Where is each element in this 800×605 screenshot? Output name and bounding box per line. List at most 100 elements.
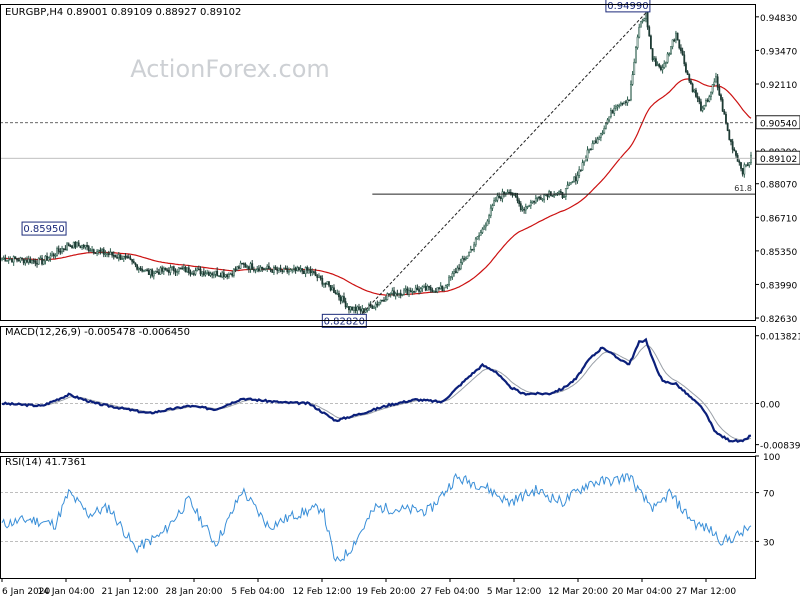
candle-body bbox=[156, 271, 159, 273]
candle-body bbox=[376, 303, 379, 306]
candle-body bbox=[211, 273, 214, 275]
candle-body bbox=[746, 164, 749, 167]
candle-body bbox=[499, 197, 502, 199]
candle-body bbox=[159, 267, 162, 275]
x-tick-label: 5 Mar 12:00 bbox=[487, 587, 542, 597]
candle-body bbox=[384, 299, 387, 302]
candle-body bbox=[426, 286, 429, 291]
candle-body bbox=[394, 293, 397, 297]
candle-body bbox=[446, 284, 449, 287]
x-tick-label: 19 Feb 20:00 bbox=[356, 587, 415, 597]
candle-body bbox=[84, 244, 87, 248]
candle-body bbox=[294, 267, 297, 271]
candle-body bbox=[336, 293, 339, 295]
candle-body bbox=[236, 266, 239, 271]
candle-body bbox=[321, 277, 324, 285]
candle-body bbox=[54, 255, 57, 257]
candle-body bbox=[299, 268, 302, 271]
candle-body bbox=[726, 122, 729, 131]
candle-body bbox=[453, 271, 455, 274]
candle-body bbox=[134, 262, 137, 265]
candle-body bbox=[443, 287, 445, 291]
candle-body bbox=[149, 269, 152, 276]
candle-body bbox=[489, 207, 492, 216]
candle-body bbox=[706, 100, 709, 102]
candle-body bbox=[141, 268, 144, 272]
candle-body bbox=[519, 203, 522, 210]
candle-body bbox=[199, 268, 202, 275]
y-tick-box bbox=[755, 115, 800, 130]
candle-body bbox=[7, 258, 10, 261]
candle-body bbox=[721, 99, 724, 112]
candle-body bbox=[269, 268, 272, 271]
candle-body bbox=[206, 272, 209, 274]
candle-body bbox=[473, 244, 475, 250]
candle-body bbox=[234, 268, 237, 271]
candle-body bbox=[79, 245, 82, 248]
candle-body bbox=[62, 248, 65, 250]
candle-body bbox=[157, 271, 160, 275]
candle-body bbox=[266, 265, 269, 269]
candle-body bbox=[349, 306, 352, 311]
candle-body bbox=[526, 206, 529, 208]
candle-body bbox=[177, 267, 180, 272]
candle-body bbox=[152, 272, 155, 277]
candle-body bbox=[566, 184, 569, 189]
y-tick-label: 0.82630 bbox=[760, 315, 797, 325]
moving-average-line bbox=[2, 78, 752, 296]
candle-body bbox=[648, 26, 651, 37]
candle-body bbox=[533, 200, 536, 203]
candle-body bbox=[553, 194, 556, 197]
candle-body bbox=[531, 200, 534, 203]
candle-body bbox=[439, 285, 442, 289]
candle-body bbox=[16, 258, 18, 261]
candle-body bbox=[92, 249, 95, 253]
candle-body bbox=[21, 257, 23, 260]
candle-body bbox=[247, 266, 250, 270]
candle-body bbox=[463, 258, 465, 260]
candle-body bbox=[685, 63, 687, 73]
candle-body bbox=[543, 194, 546, 200]
candle-body bbox=[192, 273, 195, 275]
candle-body bbox=[241, 262, 244, 265]
candle-body bbox=[216, 270, 219, 277]
candle-body bbox=[174, 270, 177, 273]
candle-body bbox=[284, 267, 287, 270]
candle-body bbox=[227, 274, 230, 278]
candle-body bbox=[391, 290, 394, 294]
candle-body bbox=[419, 288, 422, 292]
candle-body bbox=[741, 168, 744, 175]
candle-body bbox=[32, 259, 35, 262]
candle-body bbox=[212, 274, 215, 276]
candle-body bbox=[624, 101, 627, 104]
candle-body bbox=[229, 273, 232, 276]
candle-body bbox=[478, 235, 480, 238]
candle-body bbox=[568, 183, 571, 186]
candle-body bbox=[623, 101, 626, 105]
x-tick-label: 14 Jan 04:00 bbox=[38, 587, 95, 597]
candle-body bbox=[643, 18, 646, 21]
candle-body bbox=[288, 270, 290, 273]
candle-body bbox=[690, 80, 692, 85]
candle-body bbox=[593, 140, 596, 144]
candle-body bbox=[449, 276, 452, 279]
candle-body bbox=[516, 196, 519, 202]
candle-body bbox=[334, 292, 337, 294]
candle-body bbox=[101, 249, 103, 252]
candle-body bbox=[136, 264, 139, 270]
candle-body bbox=[348, 306, 350, 311]
candle-body bbox=[259, 266, 262, 272]
candle-body bbox=[378, 301, 380, 305]
candle-body bbox=[323, 283, 325, 285]
y-tick-label: 0.90540 bbox=[760, 120, 797, 130]
candle-body bbox=[97, 249, 100, 252]
candle-body bbox=[341, 296, 344, 302]
candle-body bbox=[466, 255, 469, 259]
candle-body bbox=[77, 242, 80, 247]
candle-body bbox=[660, 66, 662, 70]
candle-body bbox=[49, 255, 52, 259]
candle-body bbox=[621, 102, 624, 105]
candle-body bbox=[413, 290, 415, 293]
candle-body bbox=[501, 191, 504, 199]
candle-body bbox=[356, 306, 359, 311]
